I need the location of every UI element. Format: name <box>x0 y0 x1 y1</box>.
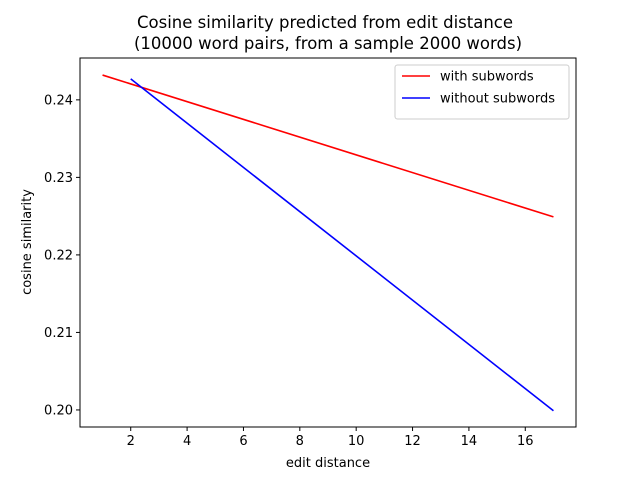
x-axis-ticks: 2 4 6 8 10 12 14 16 <box>127 427 534 449</box>
plot-frame <box>79 57 577 428</box>
x-tick-label: 12 <box>404 434 421 449</box>
y-tick-label: 0.23 <box>44 171 73 186</box>
x-tick-label: 6 <box>239 434 247 449</box>
x-tick-label: 16 <box>517 434 534 449</box>
x-tick-label: 10 <box>348 434 365 449</box>
chart-title: Cosine similarity predicted from edit di… <box>137 13 513 32</box>
legend-label: with subwords <box>440 70 534 85</box>
y-tick-label: 0.20 <box>44 403 73 418</box>
legend: with subwords without subwords <box>394 64 570 120</box>
y-tick-label: 0.24 <box>44 93 73 108</box>
legend-label: without subwords <box>440 92 555 107</box>
x-tick-label: 8 <box>296 434 304 449</box>
legend-box <box>394 64 570 120</box>
y-tick-label: 0.21 <box>44 326 73 341</box>
x-tick-label: 14 <box>461 434 478 449</box>
y-axis-label: cosine similarity <box>20 189 35 295</box>
y-axis-ticks: 0.20 0.21 0.22 0.23 0.24 <box>44 93 80 418</box>
chart-subtitle: (10000 word pairs, from a sample 2000 wo… <box>134 34 522 53</box>
y-tick-label: 0.22 <box>44 248 73 263</box>
series-line-2 <box>130 78 554 412</box>
series-line-1 <box>102 74 554 218</box>
x-tick-label: 4 <box>183 434 191 449</box>
x-tick-label: 2 <box>127 434 135 449</box>
x-axis-label: edit distance <box>286 456 370 471</box>
series-layer <box>102 74 554 412</box>
